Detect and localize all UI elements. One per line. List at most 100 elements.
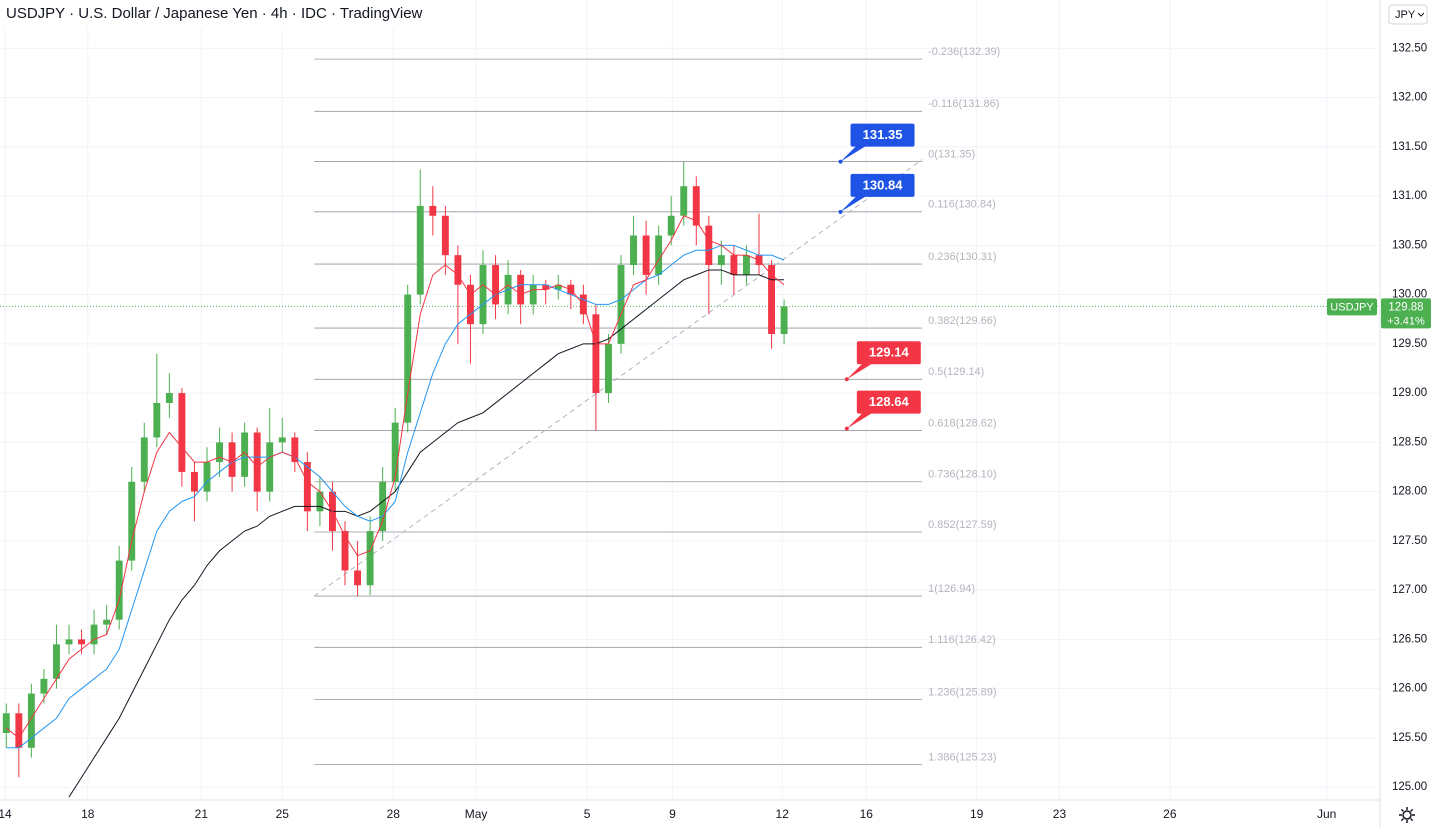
candle-body [2,713,10,734]
callout-pointer [846,363,873,380]
callout-point [844,426,849,431]
fib-label: 0.236(130.31) [928,251,997,263]
fib-label: 1(126.94) [928,583,975,595]
candle-body [780,306,788,334]
candle-body [341,531,349,571]
y-tick-label: 127.00 [1392,584,1427,596]
candle-body [717,255,725,266]
candle-body [278,437,286,443]
candle-body [642,235,650,275]
y-tick-label: 130.50 [1392,239,1427,251]
callout-box [850,123,915,147]
candle-body [140,437,148,482]
candle-body [692,186,700,226]
fib-label: 1.386(125.23) [928,751,997,763]
settings-button[interactable] [1399,807,1415,823]
grid [0,0,1380,800]
fib-label: 0.852(127.59) [928,519,997,531]
gear-teeth[interactable] [1399,807,1415,823]
candle-body [78,639,85,645]
gear[interactable] [1402,810,1412,820]
candle-body [316,491,324,512]
separator: · [288,5,301,22]
fib-label: 0.116(130.84) [928,199,996,211]
candle-body [730,255,738,275]
y-tick-label: 127.50 [1392,535,1427,547]
button-bg[interactable] [1388,4,1428,25]
x-tick-label: 25 [276,807,290,821]
candle-body [354,570,361,586]
callout-pointer [840,145,867,162]
candle-body [630,235,637,266]
y-tick-label: 125.50 [1392,732,1427,744]
y-tick-label: 129.50 [1392,338,1427,350]
candle-body [165,393,173,403]
candle-body [542,284,550,290]
candle-body [153,402,161,438]
price-tag-change: +3.41% [1387,315,1425,327]
fib-label: 0.382(129.66) [928,315,997,327]
x-tick-label: 21 [195,807,209,821]
price-tag [1381,298,1431,329]
candle-body [391,422,399,482]
y-tick-label: 129.00 [1392,387,1427,399]
y-tick-label: 131.00 [1392,190,1427,202]
candle-body [479,265,487,325]
callout-box [856,390,921,414]
fib-label: -0.236(132.39) [928,46,1000,58]
candle-body [454,255,462,285]
candle-body [115,560,123,620]
symbol-name: U.S. Dollar / Japanese Yen [78,5,257,22]
candle-body [291,437,299,463]
currency-button[interactable]: JPY [1388,4,1428,25]
callout-label: 128.64 [869,394,910,409]
callout-point [838,159,843,164]
candle-body [441,215,449,256]
candle-body [303,462,311,512]
y-tick-label: 128.50 [1392,436,1427,448]
y-tick-label: 132.00 [1392,92,1427,104]
candle-body [416,205,424,295]
callout-point [838,209,843,214]
candle-body [529,284,537,305]
interval[interactable]: 4h [271,5,288,22]
symbol: USDJPY · U.S. Dollar / Japanese Yen · 4h… [6,5,423,22]
symbol-code: USDJPY [6,5,65,22]
fib-label: 0(131.35) [928,148,975,160]
callout-label: 130.84 [863,177,904,192]
x-tick-label: 5 [584,807,591,821]
x-tick-label: 18 [81,807,95,821]
y-tick-label: 132.50 [1392,42,1427,54]
moving-average [68,269,785,798]
candle-body [404,294,412,423]
symbol-tag-label: USDJPY [1330,301,1374,313]
header-bg [0,0,440,28]
x-tick-label: 9 [669,807,676,821]
chevron[interactable] [1417,12,1425,17]
candle-body [467,284,474,325]
candle-body [366,531,374,586]
candle-body [90,624,98,645]
fib-label: 0.5(129.14) [928,366,984,378]
currency[interactable]: JPY [1395,9,1416,21]
x-tick-label: May [465,807,488,821]
callout-point [844,377,849,382]
candle-body [667,215,675,236]
x-tick-label: 28 [387,807,401,821]
candle-body [492,265,499,305]
separator: · [65,5,78,22]
candle-body [178,393,186,472]
brand: TradingView [340,5,423,22]
candle-body [680,186,688,216]
callout-box [856,341,921,365]
candle-body [53,644,60,679]
fib-label: 1.236(125.89) [928,686,997,698]
candle-body [655,235,663,275]
callout-box [850,173,915,197]
candle-body [266,442,274,492]
fib-label: 1.116(126.42) [928,634,996,646]
candle-body [379,481,387,532]
candle-body [517,274,525,305]
